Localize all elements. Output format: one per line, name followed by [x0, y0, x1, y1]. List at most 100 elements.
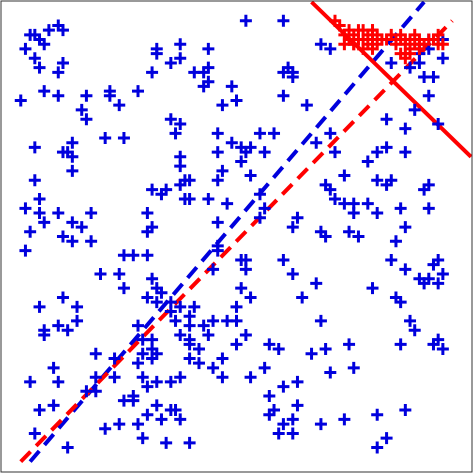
data-point — [136, 333, 149, 346]
data-point — [85, 207, 98, 220]
data-point — [258, 202, 271, 215]
data-point — [117, 282, 130, 295]
data-point — [263, 408, 276, 421]
data-point — [136, 371, 149, 384]
data-point — [103, 85, 116, 98]
data-point — [66, 164, 79, 177]
data-point — [33, 61, 46, 74]
data-point — [343, 225, 356, 238]
data-point — [385, 253, 398, 266]
data-point — [361, 197, 374, 210]
data-point — [132, 85, 145, 98]
data-point — [211, 174, 224, 187]
data-point — [300, 99, 313, 112]
data-point — [183, 352, 196, 365]
data-point — [28, 174, 41, 187]
data-point — [366, 282, 379, 295]
data-point — [277, 418, 290, 431]
data-point — [155, 188, 168, 201]
data-point — [361, 155, 374, 168]
data-point — [33, 207, 46, 220]
data-point — [286, 66, 299, 79]
data-point — [338, 413, 351, 426]
data-point — [436, 52, 449, 65]
data-point — [207, 361, 220, 374]
data-point — [113, 268, 126, 281]
data-point — [150, 47, 163, 60]
data-point — [244, 371, 257, 384]
data-point — [164, 113, 177, 126]
data-point — [141, 408, 154, 421]
data-point — [164, 375, 177, 388]
data-point — [66, 235, 79, 248]
data-point — [422, 178, 435, 191]
data-point — [380, 113, 393, 126]
data-point — [56, 291, 69, 304]
data-point — [174, 300, 187, 313]
data-point — [132, 319, 145, 332]
data-point — [399, 221, 412, 234]
data-point — [33, 300, 46, 313]
data-point — [169, 127, 182, 140]
data-point — [117, 132, 130, 145]
data-point — [432, 117, 445, 130]
data-point — [244, 291, 257, 304]
data-point — [225, 80, 238, 93]
data-point — [338, 38, 351, 51]
data-point — [19, 42, 32, 55]
data-point — [75, 103, 88, 116]
data-point — [141, 207, 154, 220]
data-point — [169, 314, 182, 327]
data-point — [150, 296, 163, 309]
data-point — [33, 404, 46, 417]
data-point — [132, 418, 145, 431]
data-point — [436, 268, 449, 281]
data-point — [394, 47, 407, 60]
data-point — [422, 272, 435, 285]
data-point — [28, 141, 41, 154]
data-point — [71, 314, 84, 327]
data-point — [52, 375, 65, 388]
lines-layer — [19, 0, 473, 464]
data-point — [99, 422, 112, 435]
data-point — [113, 99, 126, 112]
data-point — [164, 56, 177, 69]
data-point — [192, 357, 205, 370]
data-point — [314, 225, 327, 238]
data-point — [394, 338, 407, 351]
data-point — [141, 225, 154, 238]
data-point — [169, 404, 182, 417]
data-point — [347, 207, 360, 220]
data-point — [164, 296, 177, 309]
data-point — [394, 202, 407, 215]
data-point — [47, 399, 60, 412]
data-point — [333, 19, 346, 32]
data-point — [85, 235, 98, 248]
data-point — [404, 314, 417, 327]
data-point — [314, 418, 327, 431]
data-point — [155, 413, 168, 426]
data-point — [380, 432, 393, 445]
data-point — [108, 352, 121, 365]
series-0 — [14, 14, 449, 454]
data-point — [38, 216, 51, 229]
data-point — [244, 169, 257, 182]
data-point — [42, 24, 55, 37]
data-point — [432, 277, 445, 290]
data-point — [211, 216, 224, 229]
data-point — [113, 418, 126, 431]
data-point — [155, 286, 168, 299]
data-point — [399, 263, 412, 276]
data-point — [61, 441, 74, 454]
data-point — [347, 361, 360, 374]
data-point — [268, 127, 281, 140]
data-point — [230, 314, 243, 327]
data-point — [136, 432, 149, 445]
data-point — [263, 338, 276, 351]
data-point — [253, 211, 266, 224]
data-point — [291, 211, 304, 224]
data-point — [286, 413, 299, 426]
data-point — [389, 235, 402, 248]
data-point — [174, 371, 187, 384]
